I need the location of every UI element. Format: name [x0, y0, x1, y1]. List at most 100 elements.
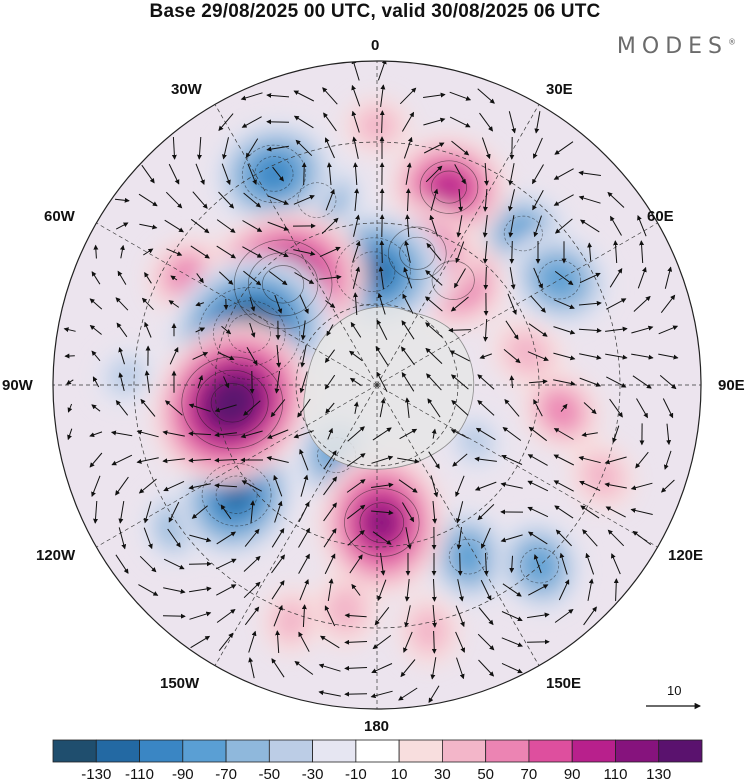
- wind-vector: [554, 218, 573, 234]
- colorbar-tick-label: -70: [215, 766, 237, 783]
- wind-vector: [223, 376, 230, 389]
- wind-vector: [660, 294, 676, 314]
- wind-vector: [398, 687, 418, 701]
- wind-vector: [267, 221, 290, 231]
- wind-vector: [587, 578, 594, 601]
- contour-ring: [213, 300, 286, 367]
- wind-vector: [323, 502, 337, 522]
- colorbar-tick-label: -10: [345, 766, 367, 783]
- wind-vector: [379, 240, 385, 264]
- wind-vector: [266, 119, 290, 125]
- wind-vector: [242, 246, 263, 258]
- wind-vector: [273, 604, 283, 627]
- wind-vector: [423, 92, 446, 98]
- wind-vector: [266, 92, 290, 98]
- wind-vector: [405, 162, 412, 185]
- wind-vector: [401, 111, 415, 132]
- modes-logo: MODES®: [617, 34, 736, 59]
- wind-vector: [93, 500, 98, 524]
- wind-vector: [324, 553, 336, 575]
- wind-vector: [401, 320, 415, 340]
- wind-vector: [197, 374, 204, 389]
- wind-vector: [633, 295, 651, 312]
- wind-vector: [636, 398, 648, 419]
- wind-vector: [249, 322, 256, 338]
- wind-vector: [188, 457, 212, 463]
- meridian-line: [214, 104, 378, 386]
- colorbar-tick-label: -50: [258, 766, 281, 783]
- wind-vector: [327, 427, 333, 440]
- wind-vector: [613, 240, 619, 264]
- wind-vector: [189, 611, 212, 620]
- contour-ring: [241, 144, 307, 204]
- wind-vector: [243, 581, 261, 599]
- wind-vector: [432, 604, 438, 628]
- wind-vector: [475, 427, 496, 441]
- wind-vector: [249, 296, 256, 312]
- wind-vector: [528, 584, 549, 596]
- colorbar-swatch: [52, 739, 97, 763]
- wind-vector: [115, 297, 129, 311]
- wind-vector: [501, 454, 523, 465]
- wind-vector: [401, 371, 415, 392]
- wind-vector: [578, 195, 601, 204]
- wind-vector: [268, 270, 288, 286]
- wind-vector: [500, 482, 523, 489]
- wind-vector: [163, 558, 185, 570]
- wind-vector: [379, 398, 386, 418]
- wind-vector: [299, 371, 308, 394]
- wind-vector: [111, 454, 133, 466]
- wind-vector: [244, 528, 260, 547]
- anomaly-field: [94, 96, 636, 667]
- wind-vector: [115, 476, 129, 496]
- wind-vector: [319, 246, 341, 258]
- wind-vector: [425, 322, 443, 338]
- wind-vector: [528, 426, 548, 442]
- wind-vector: [534, 111, 541, 134]
- wind-vector: [479, 112, 493, 132]
- meridian-line: [96, 222, 378, 386]
- wind-vector: [609, 267, 623, 288]
- wind-vector: [474, 481, 497, 491]
- wind-vector: [326, 162, 332, 186]
- lon-label-90e: 90E: [718, 377, 745, 394]
- wind-vector: [583, 606, 597, 626]
- contour-ring: [430, 170, 468, 204]
- colorbar-swatch: [485, 739, 530, 763]
- colorbar-tick-label: 10: [390, 766, 408, 783]
- wind-vector: [188, 483, 211, 490]
- wind-vector: [632, 530, 652, 545]
- wind-vector: [91, 475, 101, 497]
- wind-vector: [241, 116, 262, 128]
- wind-vector: [431, 428, 437, 439]
- wind-vector: [195, 163, 205, 185]
- wind-vector: [218, 113, 234, 132]
- colorbar-tick-label: -130: [81, 766, 112, 783]
- colorbar-tick-label: 90: [563, 766, 581, 783]
- wind-vector: [554, 141, 574, 155]
- wind-vector: [509, 240, 515, 264]
- wind-vector: [430, 188, 439, 211]
- colorbar-swatch: [441, 739, 487, 763]
- wind-vector: [190, 218, 210, 234]
- wind-vector: [404, 605, 411, 628]
- meridian-line: [96, 384, 378, 548]
- wind-vector: [477, 633, 495, 651]
- wind-vector: [508, 111, 517, 134]
- wind-vector: [554, 505, 574, 519]
- wind-vector: [448, 327, 472, 333]
- wind-vector: [378, 266, 384, 289]
- wind-vector: [455, 605, 465, 628]
- wind-vector: [221, 325, 232, 335]
- wind-vector: [508, 215, 515, 238]
- wind-vector: [297, 398, 311, 418]
- wind-vector: [162, 613, 186, 619]
- wind-vector: [605, 506, 626, 518]
- colorbar-swatch: [528, 739, 573, 763]
- wind-vector: [450, 429, 469, 439]
- wind-vector: [399, 428, 418, 440]
- wind-vector: [425, 165, 443, 183]
- wind-vector: [450, 374, 469, 390]
- anomaly-shade: [409, 608, 449, 653]
